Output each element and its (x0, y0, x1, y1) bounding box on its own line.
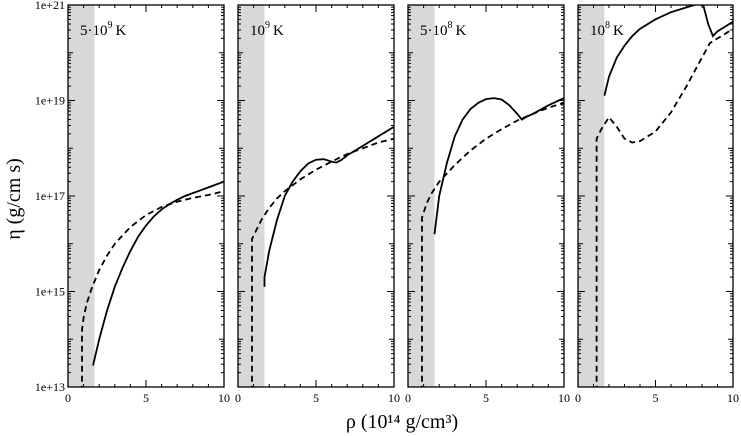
y-axis-title: η (g/cm s) (3, 158, 25, 240)
panel-label: 5·109 K (80, 20, 127, 39)
series-dashed (421, 102, 564, 387)
series-solid (92, 180, 224, 366)
x-tick-label: 5 (143, 391, 149, 405)
panel-label: 109 K (250, 20, 284, 39)
panel-frame (407, 4, 565, 388)
x-tick-label: 10 (388, 391, 400, 405)
x-tick-label: 0 (405, 391, 411, 405)
panel-label: 5·108 K (420, 20, 467, 39)
panel-label: 108 K (590, 20, 624, 39)
panel-frame (577, 4, 734, 388)
x-tick-label: 5 (653, 391, 659, 405)
panels: 0 5 10 1e+13 1e+15 1e+17 1e+19 1e+21 5·109 K 0 5 10 1… (35, 0, 739, 405)
series-dashed (81, 190, 224, 387)
panel-frame (237, 4, 395, 388)
y-tick-label: 1e+21 (35, 0, 65, 12)
x-tick-label: 10 (727, 391, 739, 405)
panel-2: 0 5 10 109 K (235, 4, 400, 405)
series-solid (433, 97, 564, 235)
y-tick-label: 1e+15 (35, 285, 65, 299)
panel-1: 0 5 10 1e+13 1e+15 1e+17 1e+19 1e+21 5·109 K (35, 0, 230, 405)
series-solid (263, 126, 394, 287)
x-tick-label: 5 (483, 391, 489, 405)
x-tick-label: 0 (65, 391, 71, 405)
y-tick-label: 1e+13 (35, 380, 65, 394)
panel-4: 0 5 10 108 K (575, 4, 739, 405)
x-tick-label: 0 (235, 391, 241, 405)
panel-frame (67, 4, 225, 388)
panel-3: 0 5 10 5·108 K (405, 4, 570, 405)
series-dashed (595, 28, 733, 387)
y-tick-label: 1e+17 (35, 189, 65, 203)
x-tick-label: 5 (313, 391, 319, 405)
x-axis-title: ρ (10¹⁴ g/cm³) (346, 411, 458, 433)
x-tick-label: 10 (218, 391, 230, 405)
series-solid (603, 5, 733, 96)
series-dashed (251, 137, 394, 387)
x-tick-label: 0 (575, 391, 581, 405)
x-tick-label: 10 (558, 391, 570, 405)
y-tick-label: 1e+19 (35, 94, 65, 108)
